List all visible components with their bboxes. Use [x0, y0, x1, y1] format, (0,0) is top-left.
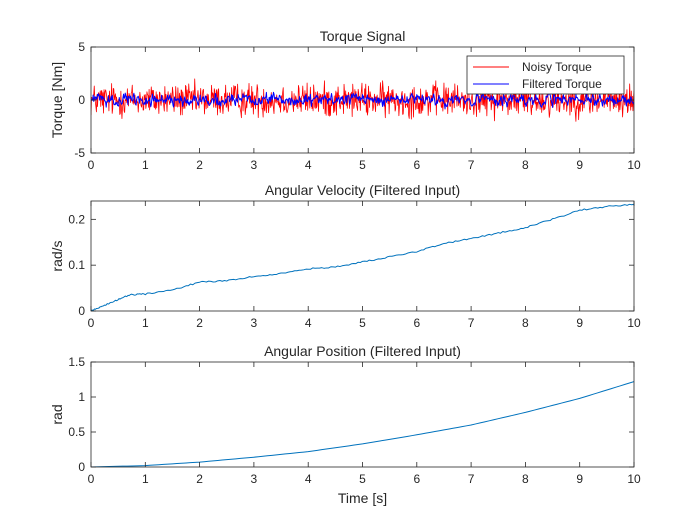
x-tick-label: 0	[88, 158, 95, 172]
plot-title: Angular Position (Filtered Input)	[264, 343, 461, 359]
x-tick-label: 6	[413, 316, 420, 330]
x-axis-label: Time [s]	[338, 490, 387, 506]
y-tick-label: 5	[78, 40, 85, 54]
plot-area	[91, 362, 634, 467]
legend-label: Noisy Torque	[522, 60, 592, 74]
x-tick-label: 9	[576, 472, 583, 486]
x-tick-label: 4	[305, 158, 312, 172]
x-tick-label: 7	[468, 472, 475, 486]
y-tick-label: -5	[74, 146, 85, 160]
series-group	[91, 381, 634, 467]
y-tick-label: 0.1	[68, 258, 85, 272]
subplot-2: 0 1 2 3 4 5 6 7 8 9 10 0 0.1 0.2 Angular Velocity (Fil…	[49, 182, 641, 330]
y-axis-label: Torque [Nm]	[49, 62, 65, 138]
x-tick-label: 1	[142, 316, 149, 330]
x-tick-label: 4	[305, 316, 312, 330]
x-tick-label: 2	[196, 158, 203, 172]
x-tick-label: 7	[468, 158, 475, 172]
x-tick-label: 5	[359, 158, 366, 172]
plot-title: Torque Signal	[320, 28, 406, 44]
x-tick-label: 3	[251, 316, 258, 330]
x-tick-label: 8	[522, 158, 529, 172]
y-axis-label: rad/s	[49, 240, 65, 271]
x-tick-label: 8	[522, 316, 529, 330]
x-tick-label: 10	[627, 158, 641, 172]
x-tick-label: 10	[627, 316, 641, 330]
series-line-noisy-torque	[91, 78, 634, 122]
legend-box	[466, 55, 625, 95]
series-line-1	[91, 381, 634, 467]
x-tick-label: 2	[196, 316, 203, 330]
x-tick-label: 8	[522, 472, 529, 486]
y-tick-label: 0	[78, 304, 85, 318]
x-tick-label: 9	[576, 158, 583, 172]
subplot-3: 0 1 2 3 4 5 6 7 8 9 10 0 0.5 1 1.5 Angular Position (Fi…	[49, 343, 641, 506]
x-tick-label: 1	[142, 158, 149, 172]
y-axis-label: rad	[49, 404, 65, 424]
plot-title: Angular Velocity (Filtered Input)	[265, 182, 460, 198]
series-line-filtered-torque	[91, 91, 634, 110]
x-tick-label: 10	[627, 472, 641, 486]
y-tick-label: 0	[78, 93, 85, 107]
x-tick-label: 2	[196, 472, 203, 486]
plot-area	[91, 201, 634, 311]
x-tick-label: 1	[142, 472, 149, 486]
y-tick-label: 0.5	[68, 425, 85, 439]
x-tick-label: 3	[251, 472, 258, 486]
y-tick-label: 1.5	[68, 355, 85, 369]
x-tick-label: 9	[576, 316, 583, 330]
series-line-1	[91, 203, 634, 311]
x-tick-label: 5	[359, 316, 366, 330]
y-tick-label: 0.2	[68, 212, 85, 226]
legend-label: Filtered Torque	[522, 77, 602, 91]
x-tick-label: 7	[468, 316, 475, 330]
series-group	[91, 78, 634, 122]
x-tick-label: 6	[413, 158, 420, 172]
x-tick-label: 5	[359, 472, 366, 486]
x-tick-label: 0	[88, 472, 95, 486]
legend: Noisy Torque Filtered Torque	[466, 55, 625, 95]
series-group	[91, 203, 634, 311]
x-tick-label: 3	[251, 158, 258, 172]
y-tick-label: 0	[78, 460, 85, 474]
x-tick-label: 0	[88, 316, 95, 330]
y-tick-label: 1	[78, 390, 85, 404]
x-tick-label: 4	[305, 472, 312, 486]
x-tick-label: 6	[413, 472, 420, 486]
